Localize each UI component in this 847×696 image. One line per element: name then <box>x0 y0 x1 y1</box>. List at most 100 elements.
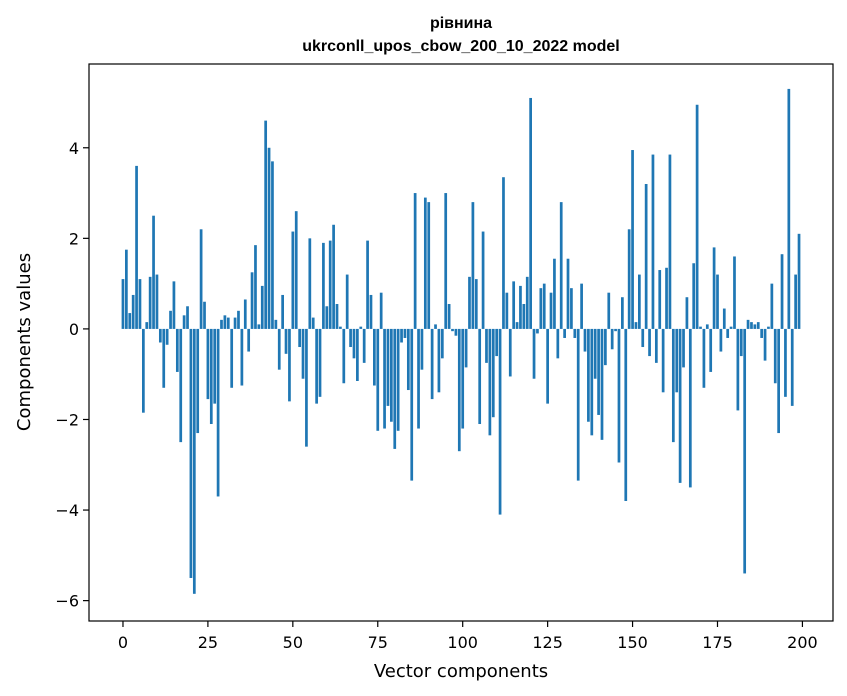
bar <box>536 328 539 334</box>
bar <box>474 279 478 329</box>
bar <box>386 328 390 406</box>
bar <box>142 328 145 413</box>
bar <box>311 317 315 329</box>
bar <box>298 328 301 348</box>
bar <box>559 202 563 329</box>
bar <box>573 328 577 338</box>
bar <box>308 238 312 329</box>
bar <box>328 240 332 329</box>
bar <box>644 184 648 329</box>
x-axis-label: Vector components <box>374 661 548 682</box>
bar <box>624 328 628 501</box>
x-tick-label: 50 <box>283 633 303 652</box>
y-tick-label: 4 <box>69 139 79 158</box>
x-tick-label: 75 <box>368 633 388 652</box>
bar <box>356 328 359 381</box>
bar <box>271 161 274 329</box>
bar <box>427 202 431 329</box>
bar <box>777 328 780 434</box>
bar <box>352 328 356 359</box>
bar <box>440 328 444 359</box>
bar <box>546 328 549 404</box>
bar <box>400 328 403 343</box>
bar <box>179 328 183 443</box>
bar <box>495 328 499 357</box>
bar <box>417 328 420 429</box>
bar <box>587 328 590 422</box>
bar <box>250 272 254 329</box>
y-tick-label: −6 <box>55 592 79 611</box>
bar <box>376 328 380 431</box>
bar <box>719 328 723 352</box>
bar <box>627 229 631 329</box>
bar <box>491 328 495 418</box>
bar <box>515 322 519 329</box>
bar <box>464 328 468 368</box>
x-tick-label: 175 <box>702 633 733 652</box>
bar <box>661 328 665 393</box>
bar <box>617 328 621 463</box>
x-tick-label: 25 <box>198 633 218 652</box>
bar <box>277 328 281 370</box>
bar <box>600 328 604 440</box>
y-axis-label: Components values <box>14 253 35 431</box>
bar <box>750 322 753 329</box>
bar <box>583 328 587 352</box>
bar <box>125 249 128 329</box>
bar <box>362 328 366 363</box>
bar <box>172 281 176 329</box>
bar <box>576 328 580 481</box>
bar-series <box>121 88 801 594</box>
bar <box>709 328 713 372</box>
bar <box>621 297 624 329</box>
bar <box>542 283 546 329</box>
bar <box>369 294 373 329</box>
bar <box>553 258 556 329</box>
bar <box>743 328 747 574</box>
bar <box>220 319 223 329</box>
bar <box>233 317 237 329</box>
bar <box>607 292 611 329</box>
bar <box>158 328 162 343</box>
bar <box>485 328 488 363</box>
bar <box>665 267 668 329</box>
bar <box>722 308 726 329</box>
bar <box>736 328 740 411</box>
bar <box>267 147 271 329</box>
bar <box>716 274 719 329</box>
bar <box>254 245 257 329</box>
bar <box>390 328 393 422</box>
bar <box>593 328 597 379</box>
bar <box>610 328 614 350</box>
bar <box>699 326 702 329</box>
x-tick-label: 0 <box>118 633 128 652</box>
bar <box>396 328 400 431</box>
x-tick-label: 150 <box>617 633 648 652</box>
bar <box>437 328 441 393</box>
bar <box>468 276 471 329</box>
bar <box>519 285 522 329</box>
bar <box>712 247 716 329</box>
bar <box>763 328 767 361</box>
bar <box>502 177 505 329</box>
bar <box>702 328 706 388</box>
bar <box>512 281 516 329</box>
plot-frame <box>88 63 834 622</box>
bar <box>169 310 172 329</box>
bar <box>192 328 196 594</box>
bar <box>444 193 448 329</box>
bar <box>539 288 543 329</box>
bar <box>264 120 268 329</box>
bar <box>780 254 784 329</box>
bar <box>366 240 369 329</box>
bar <box>654 328 658 363</box>
bar <box>182 315 186 329</box>
bar <box>658 270 662 329</box>
bar <box>175 328 179 372</box>
bar <box>305 328 308 447</box>
bar <box>325 306 329 329</box>
bar <box>668 154 672 329</box>
chart-title-line2: ukrconll_upos_cbow_200_10_2022 model <box>302 38 619 55</box>
y-tick-label: 0 <box>69 320 79 339</box>
bar <box>237 310 240 329</box>
